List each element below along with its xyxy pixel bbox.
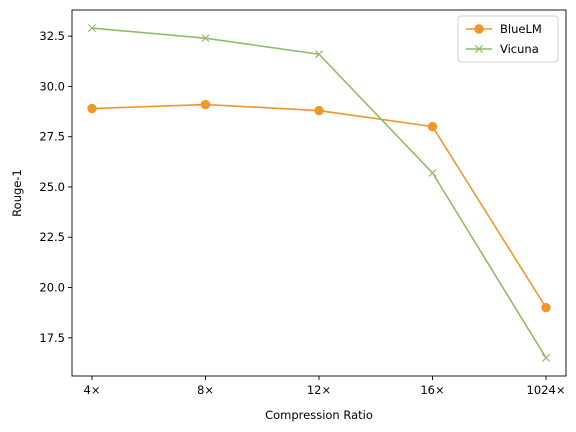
data-point-bluelm [541,302,551,313]
data-point-bluelm [314,105,324,116]
x-axis: 4× 8× 12× 16× 1024× [84,376,566,397]
y-axis-label: Rouge-1 [10,169,24,217]
y-axis: 17.5 20.0 22.5 25.0 27.5 30.0 32.5 [39,29,72,345]
y-tick-label: 32.5 [39,29,65,43]
legend: BlueLM Vicuna [457,15,559,63]
data-point-vicuna [541,353,551,362]
x-axis-label: Compression Ratio [265,408,373,422]
data-point-vicuna [428,168,437,177]
legend-label: BlueLM [500,22,542,36]
y-tick-label: 17.5 [39,331,65,345]
x-tick-label: 8× [197,383,214,397]
y-tick-label: 22.5 [39,230,65,244]
data-point-bluelm [427,121,438,132]
legend-label: Vicuna [500,42,539,56]
plot-area [87,24,551,362]
data-point-vicuna [314,50,324,59]
x-tick-label: 4× [84,383,101,397]
series-bluelm [87,99,551,313]
x-tick-label: 16× [420,383,444,397]
series-vicuna [87,24,551,362]
data-point-vicuna [201,34,210,43]
y-tick-label: 27.5 [39,130,65,144]
data-point-bluelm [87,103,97,114]
y-tick-label: 20.0 [39,281,65,295]
legend-marker [474,44,484,54]
data-point-vicuna [87,24,97,33]
legend-item-bluelm: BlueLM [466,22,542,36]
legend-marker [474,24,484,34]
y-tick-label: 25.0 [39,180,65,194]
x-tick-label: 1024× [527,383,566,397]
data-point-bluelm [200,99,211,110]
y-tick-label: 30.0 [39,79,65,93]
x-tick-label: 12× [307,383,331,397]
legend-item-vicuna: Vicuna [466,42,539,56]
